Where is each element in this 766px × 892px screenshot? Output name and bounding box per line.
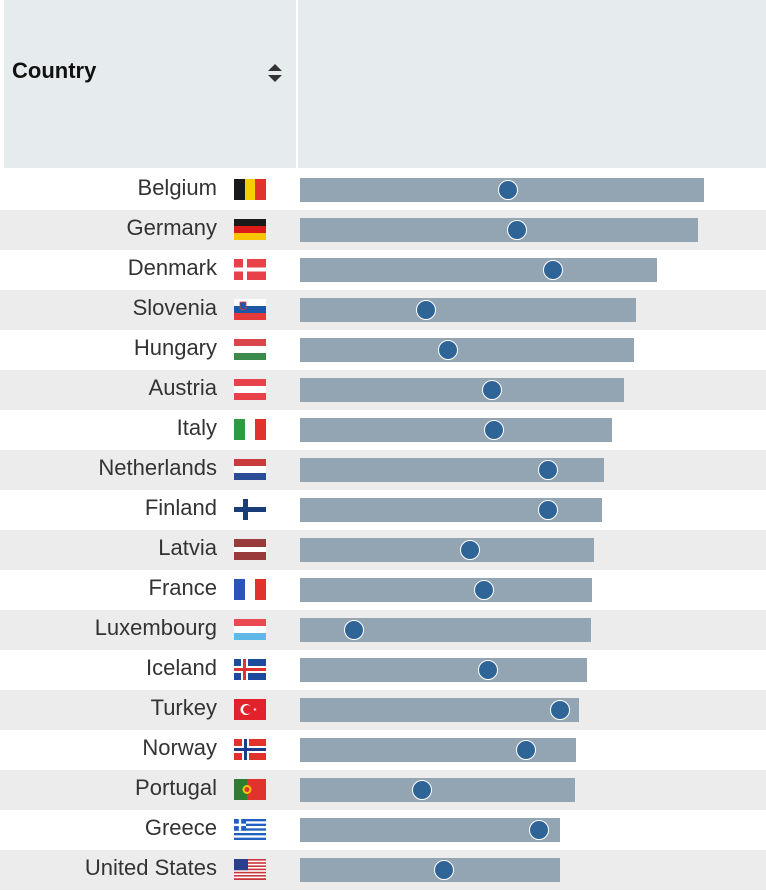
bar-mark[interactable] [300,258,658,282]
bar-mark[interactable] [300,378,624,402]
finland-flag-icon [234,499,266,520]
austria-flag-icon [234,379,266,400]
table-row: Norway [0,730,766,770]
bar-mark[interactable] [300,458,605,482]
country-header-label: Country [12,58,97,83]
table-row: France [0,570,766,610]
dot-mark[interactable] [497,180,518,200]
country-label: Greece [144,815,217,840]
dot-mark[interactable] [484,420,505,440]
slovenia-flag-icon [234,299,266,320]
belgium-flag-icon [234,179,266,200]
table-row: Hungary [0,330,766,370]
country-label: Hungary [133,335,217,360]
country-label: Germany [126,215,217,240]
country-label: Iceland [146,655,217,680]
latvia-flag-icon [234,539,266,560]
table-row: Portugal [0,770,766,810]
country-label: Turkey [150,695,217,720]
table-row: Austria [0,370,766,410]
germany-flag-icon [234,219,266,240]
table-row: Germany [0,210,766,250]
dot-mark[interactable] [412,780,433,800]
bar-mark[interactable] [300,818,561,842]
dot-mark[interactable] [507,220,528,240]
table-row: Latvia [0,530,766,570]
dot-mark[interactable] [538,500,559,520]
dot-mark[interactable] [538,460,559,480]
table-row: Iceland [0,650,766,690]
dot-mark[interactable] [415,300,436,320]
table-row: Netherlands [0,450,766,490]
dot-mark[interactable] [516,740,537,760]
country-column-header[interactable]: Country [4,0,296,168]
table-row: Slovenia [0,290,766,330]
table-row: Luxembourg [0,610,766,650]
bar-mark[interactable] [300,658,587,682]
bar-mark[interactable] [300,218,698,242]
dot-mark[interactable] [459,540,480,560]
bar-mark[interactable] [300,418,613,442]
bar-mark[interactable] [300,778,576,802]
norway-flag-icon [234,739,266,760]
table-row: Denmark [0,250,766,290]
italy-flag-icon [234,419,266,440]
dot-mark[interactable] [543,260,564,280]
country-label: Latvia [158,535,217,560]
france-flag-icon [234,579,266,600]
dot-mark[interactable] [529,820,550,840]
dot-mark[interactable] [481,380,502,400]
country-label: Norway [142,735,217,760]
dot-mark[interactable] [478,660,499,680]
country-label: Italy [176,415,217,440]
bar-mark[interactable] [300,698,579,722]
table-row: Finland [0,490,766,530]
table-row: Italy [0,410,766,450]
dot-mark[interactable] [437,340,458,360]
portugal-flag-icon [234,779,266,800]
country-label: Slovenia [132,295,217,320]
united-states-flag-icon [234,859,266,880]
bar-mark[interactable] [300,578,593,602]
country-label: United States [84,855,217,880]
country-label: Luxembourg [94,615,217,640]
country-label: Belgium [137,175,217,200]
turkey-flag-icon [234,699,266,720]
country-label: France [148,575,217,600]
country-label: Denmark [127,255,217,280]
luxembourg-flag-icon [234,619,266,640]
sort-updown-icon[interactable] [267,63,283,83]
country-label: Netherlands [98,455,217,480]
dot-mark[interactable] [434,860,455,880]
iceland-flag-icon [234,659,266,680]
table-row: Turkey [0,690,766,730]
dot-mark[interactable] [473,580,494,600]
greece-flag-icon [234,819,266,840]
dot-mark[interactable] [343,620,364,640]
netherlands-flag-icon [234,459,266,480]
hungary-flag-icon [234,339,266,360]
country-label: Finland [144,495,217,520]
bar-mark[interactable] [300,298,637,322]
denmark-flag-icon [234,259,266,280]
country-label: Austria [148,375,217,400]
table-row: Greece [0,810,766,850]
table-row: United States [0,850,766,890]
table-row: Belgium [0,170,766,210]
bar-mark[interactable] [300,538,594,562]
chart-column-header [298,0,766,168]
country-label: Portugal [135,775,217,800]
dot-mark[interactable] [550,700,571,720]
bar-mark[interactable] [300,338,635,362]
bar-mark[interactable] [300,858,561,882]
